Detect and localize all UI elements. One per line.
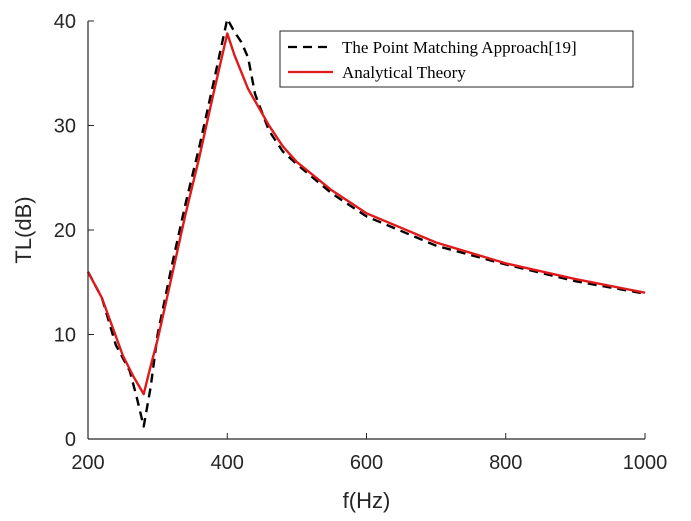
legend: The Point Matching Approach[19] Analytic… xyxy=(279,30,634,88)
x-tick-label-600: 600 xyxy=(350,452,383,474)
y-tick-label-40: 40 xyxy=(54,11,76,33)
series-layer xyxy=(86,17,646,428)
x-axis-label: f(Hz) xyxy=(343,488,391,513)
x-tick-label-1000: 1000 xyxy=(623,452,668,474)
x-tick-label-400: 400 xyxy=(211,452,244,474)
y-tick-label-0: 0 xyxy=(65,429,76,451)
y-tick-label-10: 10 xyxy=(54,325,76,347)
y-axis-label: TL(dB) xyxy=(11,196,36,263)
y-tick-label-30: 30 xyxy=(54,116,76,138)
series-line-analytical-theory xyxy=(86,32,646,396)
y-tick-label-20: 20 xyxy=(54,220,76,242)
x-tick-label-800: 800 xyxy=(489,452,522,474)
x-tick-label-200: 200 xyxy=(71,452,104,474)
legend-label-analytical-theory: Analytical Theory xyxy=(342,63,466,82)
series-line-point-matching xyxy=(86,17,646,428)
ticks-layer: 200 400 600 800 1000 0 10 20 30 40 xyxy=(54,11,668,474)
legend-box xyxy=(279,30,634,88)
legend-label-point-matching: The Point Matching Approach[19] xyxy=(342,38,577,57)
